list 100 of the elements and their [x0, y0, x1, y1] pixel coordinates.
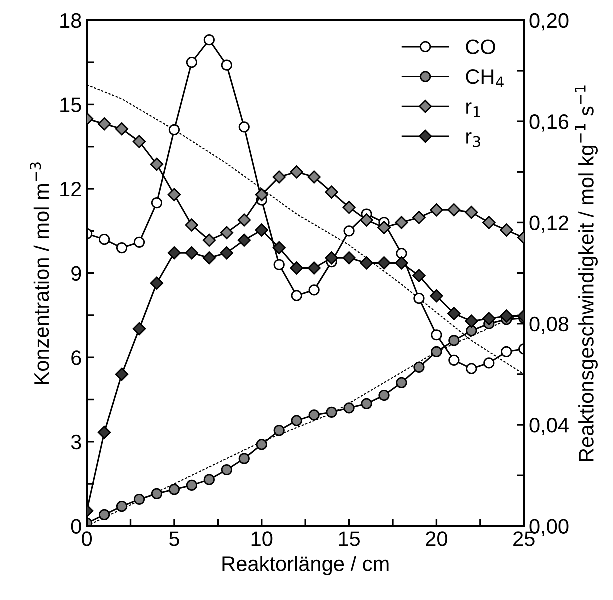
point — [465, 314, 478, 328]
point — [308, 284, 320, 296]
point — [115, 122, 129, 136]
point — [291, 415, 302, 426]
point — [361, 398, 372, 410]
point — [238, 453, 250, 464]
point — [168, 188, 182, 202]
point — [185, 246, 199, 260]
point — [431, 330, 442, 341]
point — [465, 206, 478, 220]
point — [116, 500, 128, 512]
y2-axis-title: Reaktionsgeschwindigkeit / mol kg$^{−1}$ s$^{−1}$ — [575, 86, 598, 462]
point — [378, 256, 391, 270]
point — [238, 122, 250, 133]
y-tick-label: 0 — [71, 519, 82, 534]
point — [186, 56, 198, 68]
point — [308, 410, 320, 421]
point — [378, 221, 391, 234]
y-tick-label: 18 — [60, 13, 82, 28]
y-tick-label: 6 — [72, 350, 82, 366]
point — [448, 203, 461, 217]
point — [395, 216, 408, 230]
y2-tick-label: 0,20 — [530, 13, 569, 31]
point — [414, 362, 425, 373]
y-tick-label: 9 — [72, 266, 82, 282]
point — [168, 246, 182, 260]
point — [291, 290, 302, 302]
legend-label: CH$_{4}$ — [466, 70, 504, 88]
point — [360, 256, 374, 270]
point — [482, 312, 496, 326]
point — [150, 276, 164, 290]
x-tick-label: 5 — [170, 532, 180, 546]
y2-tick-label: 0,16 — [530, 114, 569, 132]
point — [501, 346, 512, 358]
point — [466, 325, 478, 336]
point — [168, 484, 180, 496]
point — [500, 224, 514, 237]
point — [168, 124, 180, 136]
point — [150, 158, 164, 172]
point — [414, 293, 425, 304]
point — [431, 346, 442, 358]
legend-label: CO — [466, 40, 496, 54]
point — [98, 426, 112, 440]
point — [396, 248, 408, 260]
legend-label: r$_{1}$ — [466, 102, 480, 118]
point — [342, 252, 356, 265]
point — [412, 211, 426, 224]
point — [325, 252, 338, 265]
y-axis-title: Konzentration / mol m$^{−3}$ — [30, 162, 50, 384]
point — [221, 60, 232, 71]
point — [132, 135, 146, 148]
point — [221, 464, 232, 476]
point — [466, 363, 478, 374]
point — [272, 170, 286, 184]
point — [412, 269, 426, 282]
y2-tick-label: 0,04 — [530, 418, 569, 436]
point — [220, 246, 234, 260]
point — [308, 262, 321, 275]
point — [500, 310, 514, 323]
point — [132, 322, 146, 336]
point — [185, 218, 199, 232]
point — [430, 289, 444, 303]
point — [274, 425, 285, 436]
point — [98, 509, 110, 521]
point — [98, 118, 112, 131]
point — [151, 197, 163, 209]
point — [115, 368, 129, 382]
y2-tick-label: 0,12 — [530, 216, 568, 233]
point — [326, 406, 338, 418]
x-tick-label: 10 — [252, 532, 273, 546]
point — [378, 390, 390, 402]
point — [255, 188, 268, 202]
point — [272, 241, 286, 255]
point — [204, 34, 215, 46]
point — [395, 256, 408, 270]
point — [98, 234, 110, 246]
x-tick-label: 20 — [426, 532, 448, 546]
point — [204, 474, 215, 486]
point — [396, 377, 408, 388]
point — [448, 354, 460, 366]
y2-tick-label: 0,08 — [530, 316, 569, 334]
point — [116, 242, 128, 254]
point — [202, 252, 216, 265]
point — [202, 234, 216, 248]
point — [360, 214, 374, 227]
point — [482, 216, 496, 230]
y-tick-label: 12 — [60, 182, 82, 197]
point — [448, 335, 460, 346]
legend-label: r$_{3}$ — [466, 132, 480, 148]
point — [238, 234, 251, 248]
y-tick-label: 15 — [60, 98, 82, 112]
point — [290, 166, 304, 179]
point — [484, 358, 495, 369]
point — [448, 307, 461, 320]
x-axis-title: Reaktorlänge / cm — [222, 556, 389, 576]
point — [238, 214, 251, 227]
point — [342, 200, 356, 214]
point — [134, 236, 146, 248]
y-tick-label: 3 — [71, 434, 82, 450]
x-tick-label: 0 — [82, 532, 92, 546]
